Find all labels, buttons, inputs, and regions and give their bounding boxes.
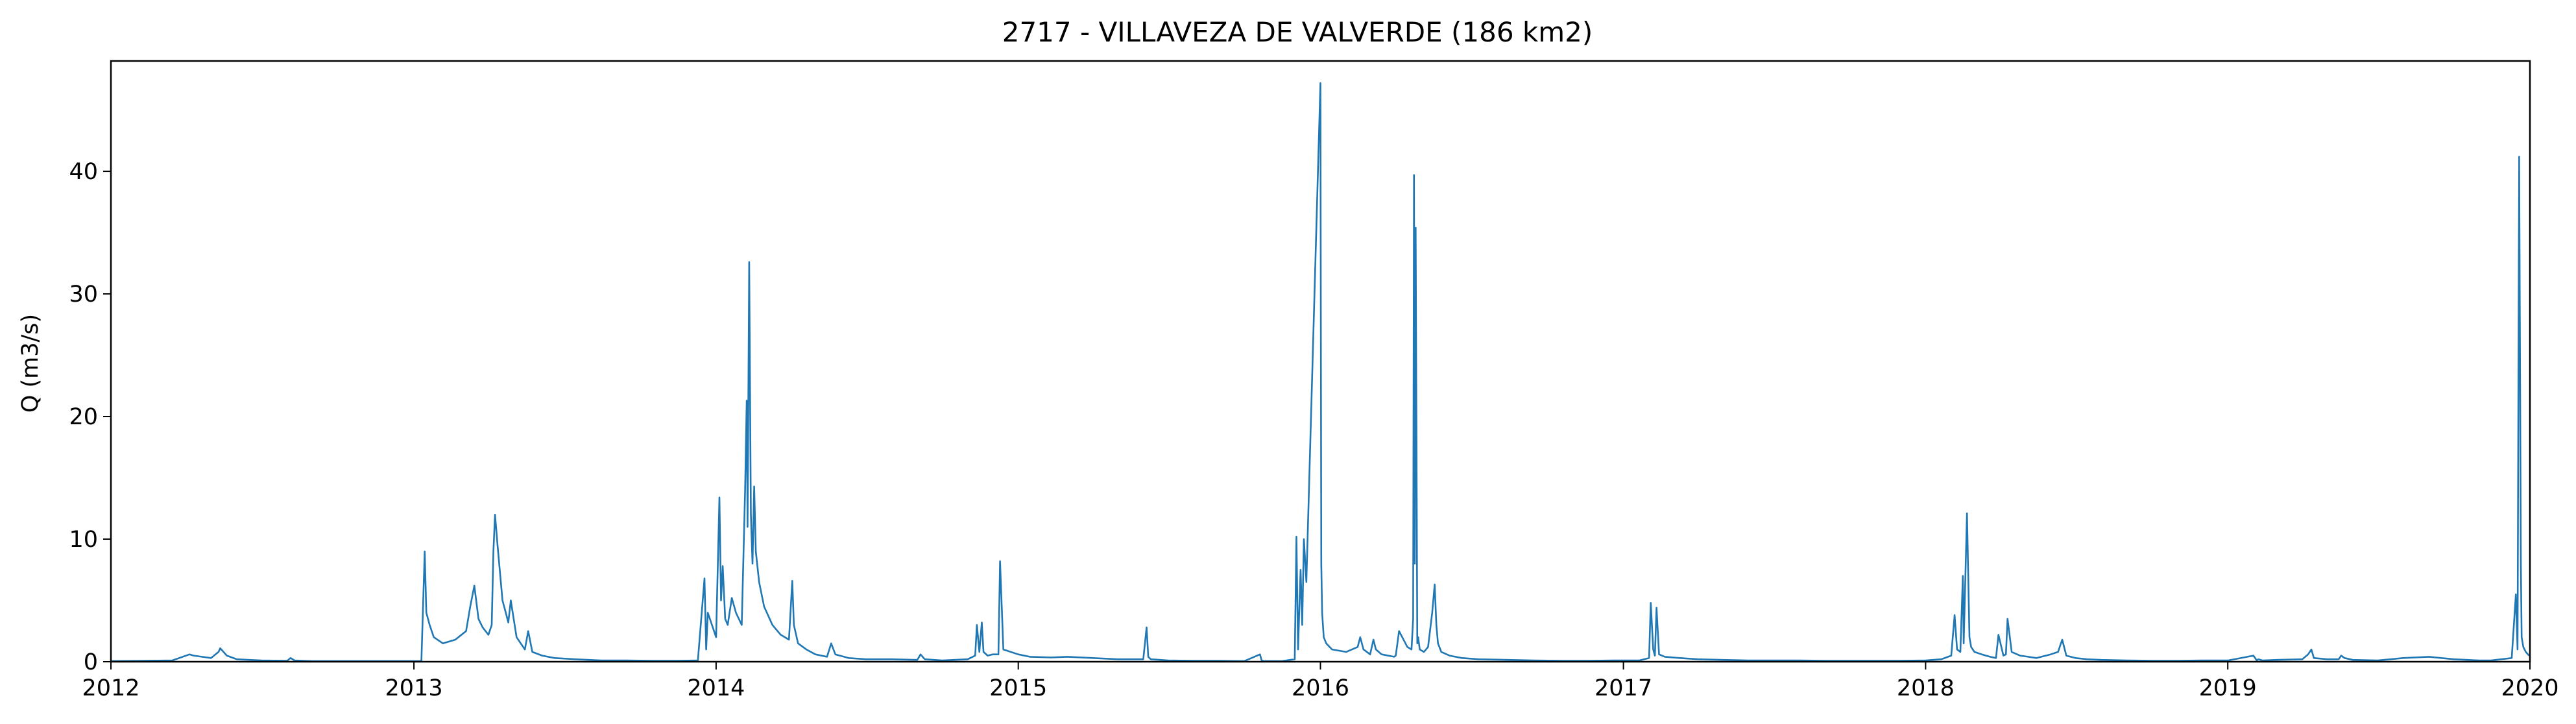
x-tick-label: 2018 bbox=[1897, 675, 1955, 701]
x-tick-label: 2016 bbox=[1292, 675, 1349, 701]
x-tick-label: 2019 bbox=[2199, 675, 2257, 701]
y-tick-label: 10 bbox=[69, 527, 98, 553]
y-tick-label: 0 bbox=[84, 649, 98, 675]
y-axis-label: Q (m3/s) bbox=[18, 314, 43, 413]
x-tick-label: 2014 bbox=[687, 675, 745, 701]
x-tick-label: 2017 bbox=[1595, 675, 1652, 701]
x-axis-ticks: 2012 2013 2014 2015 2016 2017 2018 2019 2020 bbox=[82, 662, 2559, 701]
x-tick-label: 2013 bbox=[385, 675, 443, 701]
plot-area-frame bbox=[110, 60, 2531, 663]
y-tick-label: 20 bbox=[69, 404, 98, 430]
chart-title: 2717 - VILLAVEZA DE VALVERDE (186 km2) bbox=[1002, 16, 1593, 48]
x-tick-label: 2020 bbox=[2501, 675, 2558, 701]
x-tick-label: 2012 bbox=[82, 675, 139, 701]
y-axis-ticks: 0 10 20 30 40 bbox=[69, 159, 111, 675]
y-tick-label: 40 bbox=[69, 159, 98, 185]
x-tick-label: 2015 bbox=[989, 675, 1047, 701]
discharge-line bbox=[110, 82, 2530, 662]
y-tick-label: 30 bbox=[69, 282, 98, 308]
